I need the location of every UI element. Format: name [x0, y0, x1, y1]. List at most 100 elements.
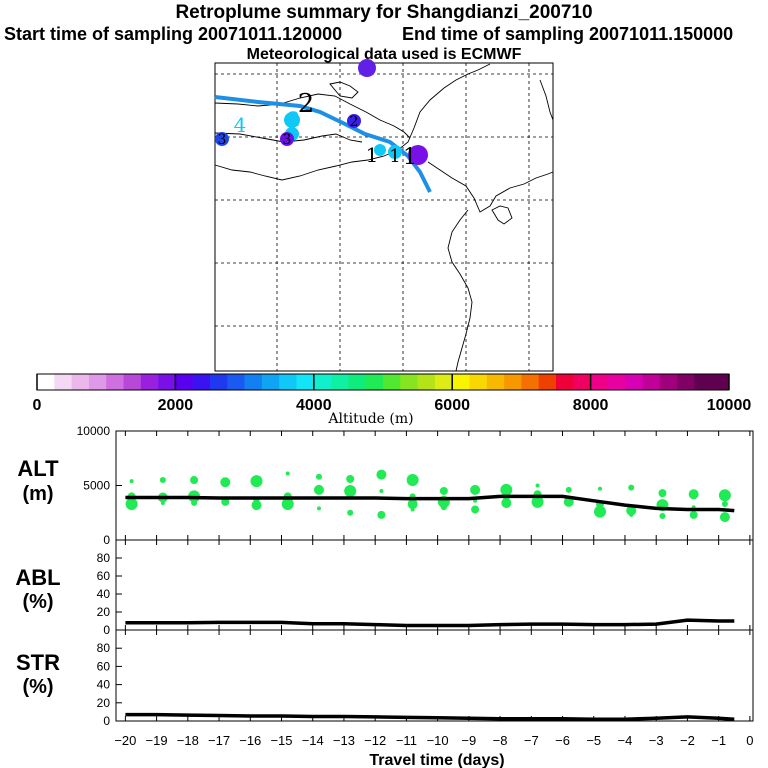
colorbar-tick-label: 8000 — [573, 397, 609, 414]
chart-title: Retroplume summary for Shangdianzi_20071… — [175, 2, 593, 23]
colorbar-cell — [538, 374, 557, 390]
colorbar-cell — [123, 374, 142, 390]
alt-cluster-point — [221, 497, 230, 506]
colorbar-tick-label: 0 — [33, 397, 42, 414]
x-tick-label: −14 — [302, 733, 324, 748]
abl-line — [125, 618, 735, 628]
x-tick-label: −11 — [396, 733, 417, 748]
colorbar-cell — [383, 374, 401, 390]
alt-cluster-point — [285, 471, 290, 476]
x-tick-label: −18 — [177, 733, 199, 748]
alt-cluster-point — [125, 498, 138, 511]
alt-cluster-point — [531, 495, 544, 508]
alt-cluster-point — [501, 497, 512, 508]
met-data-note: Meteorological data used is ECMWF — [246, 46, 522, 63]
colorbar-cell — [434, 374, 453, 390]
alt-cluster-point — [565, 486, 572, 493]
alt-cluster-point — [721, 501, 728, 508]
x-axis-ticks: −20 −19 −18 −17 −16 −15 −14 −13 −12 −11 −10 −9 −8 −7−… — [114, 733, 753, 748]
x-tick-label: −20 — [114, 733, 136, 748]
x-tick-label: −5 — [586, 733, 601, 748]
y-tick-label: 20 — [97, 696, 111, 710]
y-tick-label: 0 — [103, 623, 110, 637]
map-label: 2 — [298, 89, 315, 119]
alt-cluster-point — [159, 477, 166, 484]
y-tick-label: 40 — [97, 587, 111, 601]
colorbar-cell — [106, 374, 124, 390]
map-label: 3 — [283, 132, 292, 148]
x-tick-label: −15 — [270, 733, 292, 748]
alt-label: ALT — [17, 456, 59, 481]
altitude-colorbar — [36, 373, 730, 391]
colorbar-cell — [88, 374, 107, 390]
colorbar-cell — [37, 374, 55, 390]
colorbar-tick-label: 10000 — [707, 397, 752, 414]
alt-cluster-point — [250, 475, 263, 488]
alt-cluster-point — [347, 509, 354, 516]
alt-cluster-point — [597, 486, 602, 491]
alt-cluster-point — [344, 484, 357, 497]
x-tick-label: −12 — [364, 733, 386, 748]
map-label: 1 — [403, 145, 417, 170]
x-tick-label: −8 — [493, 733, 508, 748]
str-label: STR — [16, 650, 60, 675]
str-panel: 80 60 40 20 0 — [97, 629, 754, 728]
colorbar-tick-label: 2000 — [158, 397, 194, 414]
colorbar-cell — [348, 374, 366, 390]
alt-cluster-point — [315, 473, 322, 480]
colorbar-cell — [296, 374, 315, 390]
map-markers — [215, 59, 428, 165]
alt-cluster-point — [500, 483, 513, 496]
y-tick-label: 20 — [97, 605, 111, 619]
colorbar-cell — [313, 374, 332, 390]
map-label: 1 — [389, 146, 400, 167]
colorbar-cell — [140, 374, 159, 390]
abl-label: ABL — [15, 565, 60, 590]
alt-cluster-point — [316, 506, 321, 511]
colorbar-cell — [556, 374, 574, 390]
alt-cluster-point — [593, 505, 606, 518]
alt-cluster-point — [470, 484, 481, 495]
map-coastlines — [214, 63, 554, 372]
colorbar-cell — [711, 374, 730, 390]
colorbar-cell — [677, 374, 695, 390]
alt-cluster-point — [718, 489, 731, 502]
map-grid — [215, 63, 553, 371]
x-tick-label: −17 — [208, 733, 230, 748]
alt-cluster-point — [191, 499, 198, 506]
map-frame — [214, 62, 554, 372]
alt-cluster-point — [406, 474, 419, 487]
map-marker — [284, 112, 300, 128]
colorbar-cell — [71, 374, 90, 390]
alt-cluster-point — [629, 512, 634, 517]
x-axis-label: Travel time (days) — [369, 752, 504, 768]
map-marker — [347, 114, 361, 128]
x-tick-label: −16 — [239, 733, 261, 748]
map-marker — [388, 145, 402, 159]
colorbar-label: Altitude (m) — [327, 411, 413, 427]
alt-cluster-point — [689, 510, 698, 519]
abl-panel: 80 60 40 20 0 — [97, 539, 754, 637]
colorbar-cell — [175, 374, 193, 390]
alt-cluster-point — [410, 507, 415, 512]
alt-cluster-point — [658, 489, 667, 498]
map-marker — [374, 144, 386, 156]
colorbar-ticks: 0 2000 4000 6000 8000 10000 — [33, 397, 752, 414]
alt-cluster-point — [313, 484, 324, 495]
map-label: 2 — [288, 107, 301, 131]
colorbar-cell — [158, 374, 176, 390]
alt-mean-line — [125, 494, 735, 513]
x-tick-label: −10 — [427, 733, 449, 748]
colorbar-cell — [521, 374, 539, 390]
x-tick-label: 0 — [746, 733, 753, 748]
colorbar-cell — [504, 374, 522, 390]
colorbar-cell — [365, 374, 384, 390]
x-tick-label: −7 — [524, 733, 539, 748]
colorbar-cell — [625, 374, 643, 390]
alt-cluster-point — [659, 513, 666, 520]
map-marker — [408, 145, 428, 165]
alt-cluster-point — [376, 469, 387, 480]
map-label: 2 — [350, 114, 359, 130]
alt-cluster-point — [722, 517, 727, 522]
